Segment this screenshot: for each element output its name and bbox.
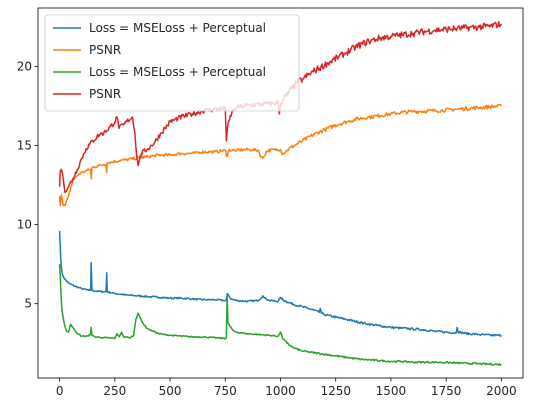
legend-label-3: Loss = MSELoss + Perceptual (89, 65, 266, 79)
y-tick-label: 15 (17, 139, 32, 153)
x-tick-label: 1500 (376, 384, 407, 398)
legend: Loss = MSELoss + Perceptual PSNR Loss = MS… (44, 14, 300, 112)
series-line-2 (58, 103, 503, 207)
series-line-3 (58, 264, 502, 366)
x-tick-label: 1250 (320, 384, 351, 398)
y-tick-label: 5 (24, 297, 32, 311)
x-tick-label: 2000 (486, 384, 517, 398)
y-tick-label: 20 (17, 60, 32, 74)
legend-label-1: Loss = MSELoss + Perceptual (89, 21, 266, 35)
series-line-1 (58, 230, 502, 337)
x-tick-label: 0 (56, 384, 64, 398)
axes-layer: 0 250 500 750 1000 1250 1500 1750 2000 5 10 15 20 (17, 7, 524, 398)
legend-label-4: PSNR (89, 87, 121, 101)
x-tick-label: 1750 (431, 384, 462, 398)
x-tick-label: 750 (214, 384, 237, 398)
legend-label-2: PSNR (89, 43, 121, 57)
x-tick-label: 1000 (265, 384, 296, 398)
legend-box (44, 14, 300, 112)
x-tick-label: 500 (159, 384, 182, 398)
x-tick-label: 250 (103, 384, 126, 398)
y-tick-label: 10 (17, 218, 32, 232)
